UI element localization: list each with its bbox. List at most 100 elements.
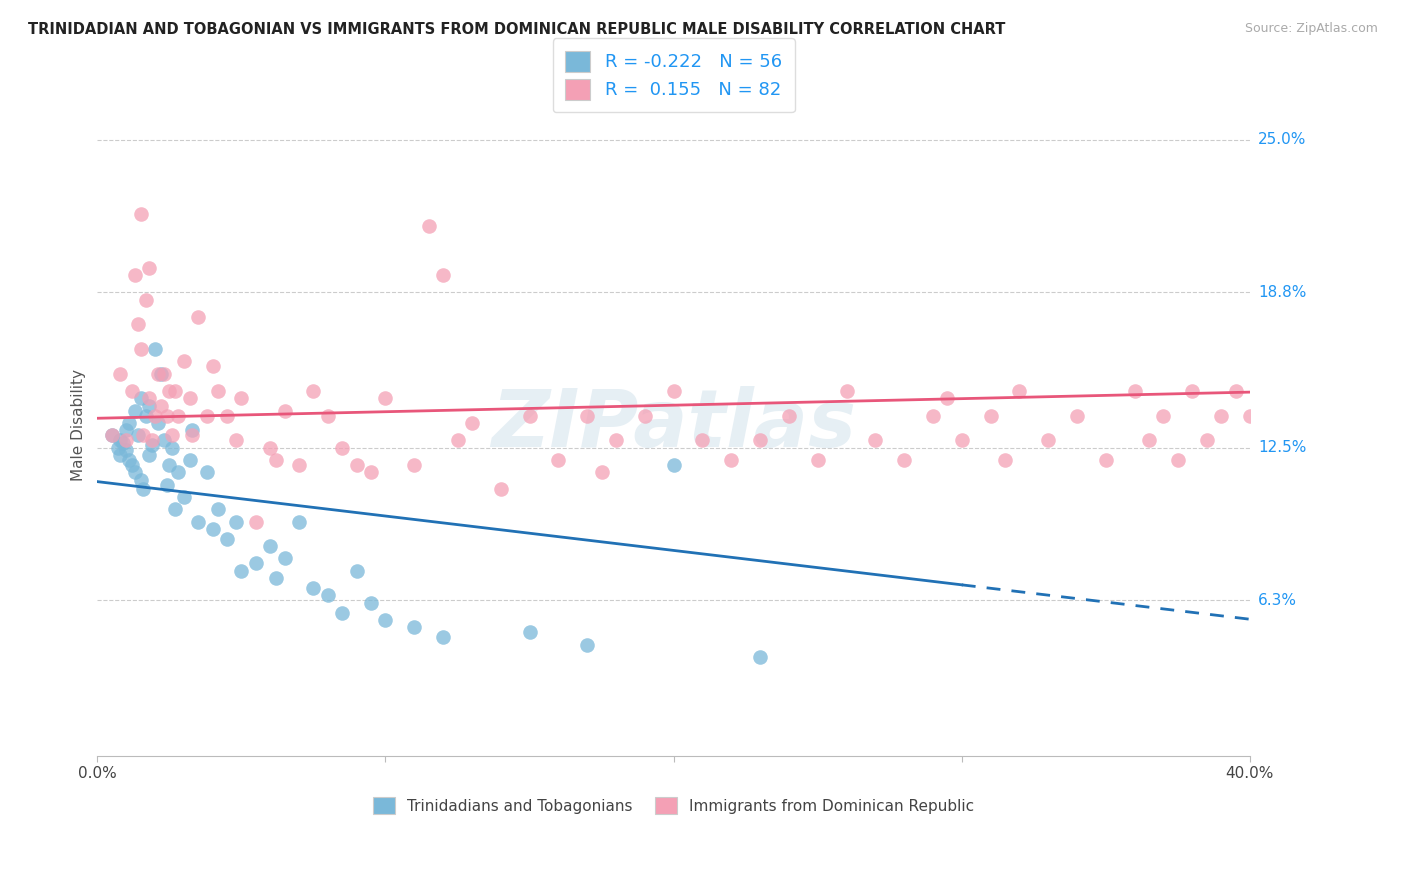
Point [316, 589, 339, 603]
Point [245, 557, 267, 571]
Point [302, 384, 325, 398]
Point [157, 384, 180, 398]
Point [273, 403, 295, 417]
Point [865, 434, 887, 448]
Point [138, 260, 160, 275]
Legend: Trinidadians and Tobagonians, Immigrants from Dominican Republic: Trinidadians and Tobagonians, Immigrants… [367, 790, 980, 821]
Point [360, 465, 382, 479]
Point [591, 465, 613, 479]
Point [1195, 434, 1218, 448]
Point [149, 399, 172, 413]
Point [115, 443, 138, 458]
Point [115, 423, 138, 437]
Point [259, 539, 281, 553]
Point [922, 409, 945, 423]
Text: 12.5%: 12.5% [1258, 440, 1306, 455]
Point [1066, 409, 1088, 423]
Point [1225, 384, 1247, 398]
Point [288, 515, 311, 529]
Point [1211, 409, 1233, 423]
Point [157, 458, 180, 472]
Point [489, 483, 512, 497]
Point [127, 428, 149, 442]
Point [173, 490, 195, 504]
Point [100, 428, 122, 442]
Point [110, 448, 132, 462]
Point [179, 453, 201, 467]
Point [893, 453, 915, 467]
Point [720, 453, 742, 467]
Point [807, 453, 830, 467]
Point [316, 409, 339, 423]
Point [1181, 384, 1204, 398]
Point [446, 434, 468, 448]
Point [374, 392, 396, 406]
Text: Source: ZipAtlas.com: Source: ZipAtlas.com [1244, 22, 1378, 36]
Point [143, 409, 166, 423]
Point [605, 434, 627, 448]
Point [129, 206, 152, 220]
Point [132, 483, 155, 497]
Point [936, 392, 959, 406]
Point [576, 638, 599, 652]
Point [330, 441, 353, 455]
Point [950, 434, 973, 448]
Point [146, 416, 169, 430]
Point [288, 458, 311, 472]
Point [167, 409, 190, 423]
Point [124, 268, 146, 282]
Y-axis label: Male Disability: Male Disability [72, 369, 86, 482]
Point [121, 384, 143, 398]
Point [143, 342, 166, 356]
Point [181, 428, 204, 442]
Point [1038, 434, 1060, 448]
Point [165, 384, 187, 398]
Point [1137, 434, 1160, 448]
Point [135, 409, 157, 423]
Point [118, 453, 141, 467]
Point [121, 458, 143, 472]
Point [662, 458, 685, 472]
Point [152, 367, 174, 381]
Point [273, 551, 295, 566]
Point [432, 630, 454, 644]
Point [110, 367, 132, 381]
Point [141, 434, 163, 448]
Point [264, 571, 287, 585]
Text: ZIPatlas: ZIPatlas [491, 386, 856, 465]
Point [162, 441, 184, 455]
Point [215, 409, 238, 423]
Point [749, 434, 772, 448]
Point [107, 441, 129, 455]
Point [662, 384, 685, 398]
Point [1095, 453, 1118, 467]
Point [207, 502, 229, 516]
Point [1167, 453, 1189, 467]
Point [404, 458, 426, 472]
Point [155, 477, 177, 491]
Point [432, 268, 454, 282]
Point [187, 310, 209, 324]
Text: TRINIDADIAN AND TOBAGONIAN VS IMMIGRANTS FROM DOMINICAN REPUBLIC MALE DISABILITY: TRINIDADIAN AND TOBAGONIAN VS IMMIGRANTS… [28, 22, 1005, 37]
Point [118, 416, 141, 430]
Text: 6.3%: 6.3% [1258, 593, 1298, 607]
Point [215, 532, 238, 546]
Point [547, 453, 569, 467]
Point [980, 409, 1002, 423]
Point [195, 465, 218, 479]
Point [162, 428, 184, 442]
Point [141, 438, 163, 452]
Point [187, 515, 209, 529]
Point [418, 219, 440, 233]
Point [124, 465, 146, 479]
Point [146, 367, 169, 381]
Point [374, 613, 396, 627]
Point [167, 465, 190, 479]
Point [360, 596, 382, 610]
Point [264, 453, 287, 467]
Point [835, 384, 858, 398]
Point [201, 359, 224, 374]
Point [749, 650, 772, 665]
Point [110, 434, 132, 448]
Point [138, 448, 160, 462]
